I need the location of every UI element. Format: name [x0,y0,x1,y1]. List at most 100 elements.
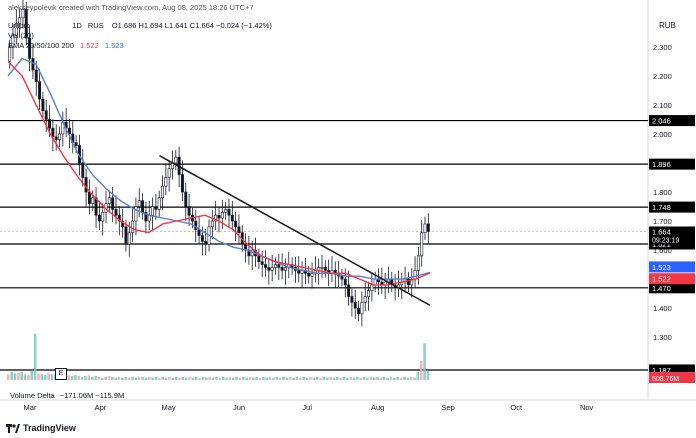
x-tick-label: Aug [371,403,384,412]
candle-body [277,264,281,268]
volume-bar [231,377,235,380]
y-tick-label: 1.300 [653,333,672,342]
candle-body [210,220,214,228]
candle-body [11,34,15,48]
candle-body [38,81,42,100]
level-badge [649,282,695,294]
candle-body [84,177,88,193]
volume-bar [389,376,393,380]
horizontal-levels [0,119,648,371]
candle-body [320,267,324,269]
interval-label[interactable]: 1D [72,21,82,30]
time-axis: Mar Apr May Jun Jul Aug Sep Oct Nov [24,403,594,412]
event-marker-e[interactable]: E [55,368,67,380]
volume-bar [309,376,312,380]
volume-bar [238,377,242,380]
candle-body [423,223,427,233]
volume-bar [141,376,144,380]
volume-bar [403,376,406,380]
volume-bar [409,376,413,380]
volume-bar [80,376,84,380]
volume-bar [258,377,262,380]
candle-body [164,177,168,187]
volume-bar [295,376,299,380]
volume-bar [148,376,151,380]
candle-body [134,206,138,222]
ema-slow-badge-label: 1.523 [652,263,671,272]
volume-bar [127,377,131,380]
candle-body [220,212,224,219]
candle-body [144,212,148,222]
volume-bar [77,376,81,380]
candle-body [137,200,141,207]
volume-delta-legend[interactable]: Volume Delta −171.06M −115.9M [10,391,124,400]
candle-body [167,168,171,178]
volume-bar [174,376,178,380]
volume-delta-values: −171.06M −115.9M [59,391,125,400]
candle-body [367,290,370,297]
candle-body [117,214,121,222]
volume-bar [302,376,305,380]
candle-body [350,296,354,303]
volume-bar [426,370,430,380]
legend-ema[interactable]: EMA 20/50/100 200 1.522 1.523 [8,41,124,50]
candle-body [81,162,85,178]
tradingview-logo[interactable]: TradingView [6,424,76,433]
candle-body [161,185,164,199]
candle-body [187,206,191,216]
level-label: 2.046 [652,117,671,126]
ema-label: EMA 20/50/100 200 [8,41,74,50]
volume-bar [195,376,198,380]
volume-bar [124,376,128,380]
candle-body [74,142,78,146]
candle-body [230,214,234,222]
candle-body [157,197,161,210]
volume-bar [111,376,114,380]
volume-delta-label: Volume Delta [10,391,55,400]
candle-body [357,307,361,315]
currency-label[interactable]: RUB [659,21,676,30]
volume-bar [383,376,386,380]
candle-body [260,261,264,265]
volume-bar [33,333,37,380]
price-axis: 2.3002.2002.1002.0001.9001.8001.7001.600… [653,43,672,342]
level-label: 1.748 [652,203,671,212]
tradingview-logo-text: TradingView [23,423,76,433]
volume-bar [211,377,215,380]
ohlc-values: O1.686 H1.694 L1.641 C1.664 −0.024 (−1.4… [111,21,272,30]
volume-bar [84,376,87,380]
candle-body [28,37,32,59]
candle-body [21,8,25,19]
candle-body [237,226,241,233]
candle-body [340,275,344,280]
volume-bar [419,360,423,380]
candle-body [214,214,218,222]
symbol-name[interactable]: Unipro [8,21,31,30]
volume-bar [7,374,10,380]
candle-body [48,119,51,129]
volume-bar [181,376,185,380]
volume-bar [416,372,420,380]
volume-badge-label: 508.76M [652,376,679,383]
volume-bar [218,377,222,380]
volume-bar [272,377,275,380]
volume-bar [20,372,23,380]
volume-bar [134,377,138,380]
candle-body [151,206,155,216]
candle-body [234,220,238,228]
candle-body [274,264,277,268]
volume-bar [10,372,13,380]
legend-vol[interactable]: Vol (20) [8,31,34,40]
volume-bar [379,377,383,380]
candle-body [360,302,364,315]
volume-bar [67,375,70,380]
candle-body [343,278,347,286]
y-tick-label: 1.700 [653,217,672,226]
volume-bar [399,377,403,380]
candle-body [267,267,271,271]
tradingview-logo-icon [6,424,20,433]
volume-bar [255,376,258,380]
volume-bar [342,376,346,380]
volume-bar [30,371,34,380]
